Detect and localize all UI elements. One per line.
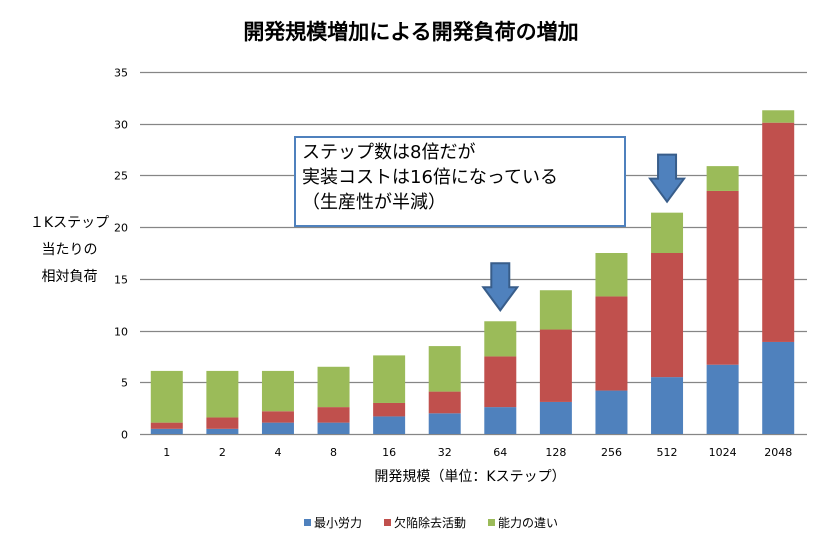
bar-segment <box>206 428 239 434</box>
legend-label: 能力の違い <box>498 516 559 530</box>
bar-segment <box>428 346 461 392</box>
y-tick-label: 20 <box>114 222 128 235</box>
x-tick-label: 64 <box>493 446 507 459</box>
callout-line: （生産性が半減） <box>302 192 446 213</box>
bar-segment <box>428 413 461 434</box>
x-tick-label: 256 <box>601 446 622 459</box>
bar-segment <box>317 422 350 434</box>
bar-segment <box>373 355 406 403</box>
y-tick-label: 15 <box>114 274 128 287</box>
x-tick-label: 2048 <box>764 446 792 459</box>
y-axis-label-line: 当たりの <box>41 242 98 258</box>
bar-segment <box>706 364 739 434</box>
y-axis-label: １Kステップ 当たりの 相対負荷 <box>22 210 117 291</box>
bar-segment <box>261 370 294 412</box>
callout-line: 実装コストは16倍になっている <box>302 167 559 188</box>
y-axis-label-line: 相対負荷 <box>41 269 98 285</box>
legend: 最小労力 欠陥除去活動 能力の違い <box>0 514 822 531</box>
x-tick-label: 512 <box>657 446 678 459</box>
bar-segment <box>317 407 350 423</box>
down-arrow-icon <box>648 153 687 204</box>
y-tick-label: 10 <box>114 326 128 339</box>
bar-segment <box>762 341 795 434</box>
bar-segment <box>206 370 239 418</box>
bar-segment <box>651 377 684 434</box>
y-tick-label: 30 <box>114 119 128 132</box>
legend-item: 能力の違い <box>488 514 558 531</box>
bar-segment <box>261 411 294 423</box>
y-tick-label: 0 <box>121 429 128 442</box>
bar-segment <box>484 356 517 408</box>
x-tick-label: 4 <box>274 446 281 459</box>
x-tick-label: 128 <box>545 446 566 459</box>
bar-segment <box>539 329 572 402</box>
bar-segment <box>373 402 406 417</box>
bar-segment <box>595 253 628 297</box>
bar-segment <box>484 321 517 357</box>
x-tick-label: 8 <box>330 446 337 459</box>
bar-segment <box>150 428 183 434</box>
x-tick-label: 16 <box>382 446 396 459</box>
bar-segment <box>484 407 517 434</box>
legend-swatch <box>488 519 495 526</box>
bar-segment <box>762 110 795 123</box>
legend-item: 最小労力 <box>303 514 362 531</box>
x-tick-label: 2 <box>219 446 226 459</box>
bar-segment <box>206 417 239 429</box>
bar-segment <box>762 122 795 342</box>
bar-segment <box>428 391 461 414</box>
callout-line: ステップ数は8倍だが <box>302 142 476 163</box>
y-axis-label-line: １Kステップ <box>29 215 110 231</box>
bar-segment <box>706 190 739 365</box>
bar-segment <box>317 366 350 408</box>
legend-swatch <box>383 519 391 526</box>
bar-segment <box>595 390 628 434</box>
bar-segment <box>651 212 684 253</box>
annotation-callout: ステップ数は8倍だが 実装コストは16倍になっている （生産性が半減） <box>294 136 626 227</box>
legend-label: 最小労力 <box>313 516 362 530</box>
x-tick-label: 32 <box>438 446 452 459</box>
x-tick-label: 1 <box>163 446 170 459</box>
bar-segment <box>539 290 572 330</box>
legend-swatch <box>303 519 311 526</box>
x-axis-label: 開発規模（単位：Kステップ） <box>374 469 566 485</box>
bar-segment <box>261 422 294 434</box>
legend-label: 欠陥除去活動 <box>393 516 466 530</box>
y-tick-label: 25 <box>114 170 128 183</box>
y-tick-label: 35 <box>114 67 128 80</box>
bar-segment <box>651 253 684 378</box>
bar-segment <box>150 422 183 429</box>
chart-title: 開発規模増加による開発負荷の増加 <box>243 20 579 44</box>
legend-item: 欠陥除去活動 <box>383 514 466 531</box>
y-tick-label: 5 <box>121 377 128 390</box>
bar-segment <box>373 416 406 434</box>
bar-segment <box>150 370 183 423</box>
bar-segment <box>595 296 628 391</box>
down-arrow-icon <box>481 262 520 312</box>
bar-segment <box>539 401 572 434</box>
bar-segment <box>706 166 739 191</box>
x-tick-label: 1024 <box>709 446 737 459</box>
